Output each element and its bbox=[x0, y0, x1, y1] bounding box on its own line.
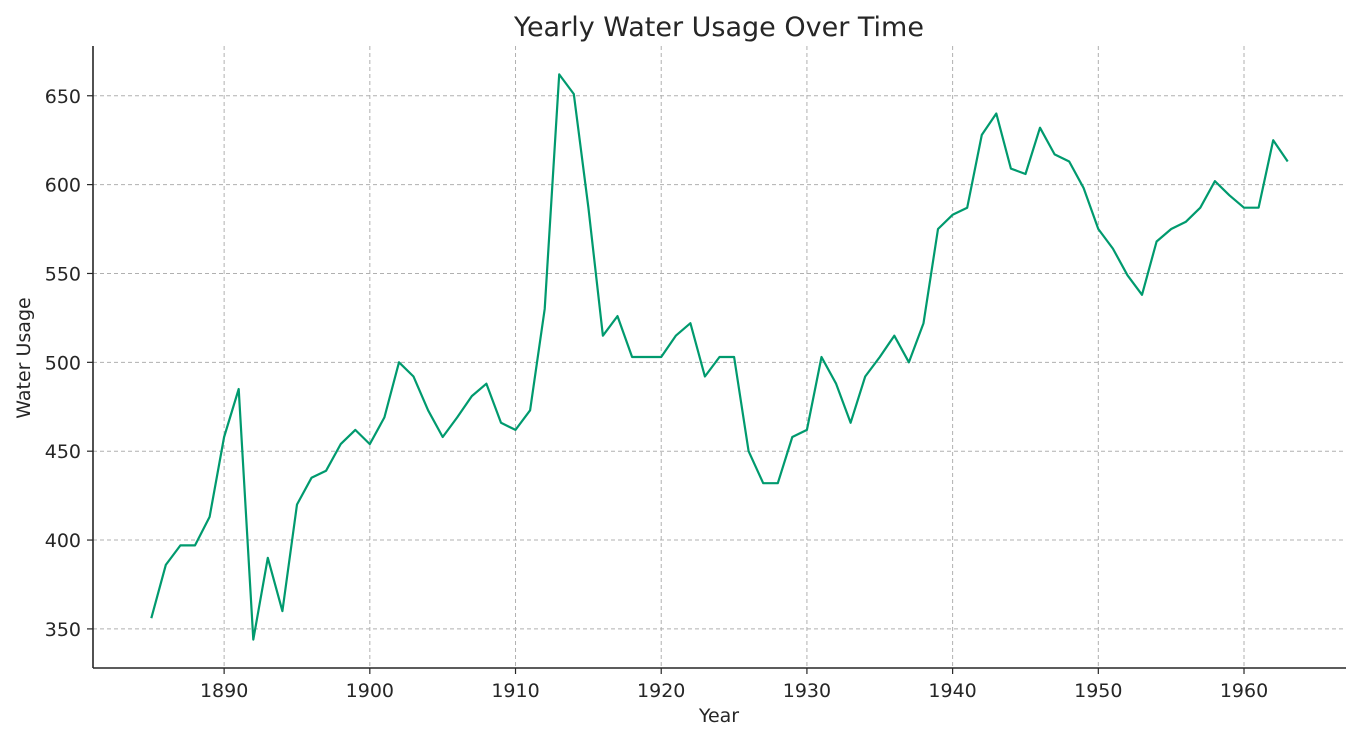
y-tick-label: 650 bbox=[45, 86, 81, 108]
x-tick-label: 1960 bbox=[1220, 680, 1268, 702]
x-tick-label: 1890 bbox=[200, 680, 248, 702]
ticks: 1890 1900 1910 1920 1930 1940 1950 1960 350 400 45… bbox=[45, 86, 1268, 702]
x-axis-label: Year bbox=[698, 705, 739, 727]
x-tick-label: 1940 bbox=[928, 680, 976, 702]
axes bbox=[92, 46, 1346, 669]
y-tick-label: 550 bbox=[45, 263, 81, 285]
x-tick-label: 1930 bbox=[783, 680, 831, 702]
y-tick-label: 600 bbox=[45, 175, 81, 197]
y-tick-label: 400 bbox=[45, 530, 81, 552]
x-tick-label: 1920 bbox=[637, 680, 685, 702]
y-tick-label: 500 bbox=[45, 352, 81, 374]
y-tick-label: 350 bbox=[45, 619, 81, 641]
x-tick-label: 1900 bbox=[346, 680, 394, 702]
x-tick-label: 1910 bbox=[491, 680, 539, 702]
series bbox=[150, 73, 1289, 641]
chart-title: Yearly Water Usage Over Time bbox=[513, 12, 924, 43]
y-tick-label: 450 bbox=[45, 441, 81, 463]
series-line bbox=[150, 73, 1289, 641]
y-axis-label: Water Usage bbox=[13, 297, 35, 418]
x-tick-label: 1950 bbox=[1074, 680, 1122, 702]
